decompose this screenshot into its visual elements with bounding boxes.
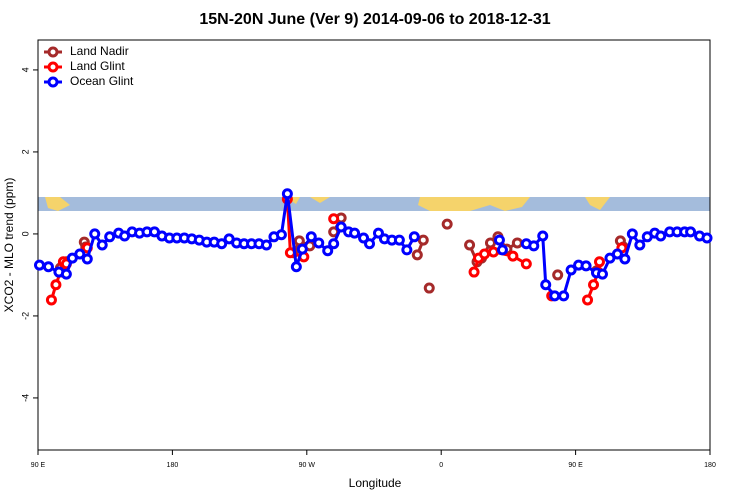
data-point — [487, 246, 499, 258]
data-point — [322, 245, 334, 257]
plot-frame — [37, 39, 711, 451]
y-tick-label: 4 — [20, 67, 30, 72]
data-point — [42, 261, 54, 273]
data-point — [540, 279, 552, 291]
data-point — [493, 234, 505, 246]
data-point — [33, 259, 45, 271]
legend-marker — [47, 76, 59, 88]
data-point — [582, 294, 594, 306]
x-tick-label: 180 — [704, 462, 716, 469]
data-point — [89, 228, 101, 240]
data-point — [364, 238, 376, 250]
data-point — [417, 234, 429, 246]
land-strip — [45, 197, 610, 211]
data-point — [96, 239, 108, 251]
chart-title: 15N-20N June (Ver 9) 2014-09-06 to 2018-… — [199, 11, 550, 28]
data-point — [549, 290, 561, 302]
data-point — [588, 279, 600, 291]
legend-label: Land Glint — [70, 59, 125, 73]
y-tick-label: -2 — [20, 312, 30, 320]
y-tick-label: -4 — [20, 394, 30, 402]
map-strip — [38, 197, 710, 211]
legend-marker — [47, 61, 59, 73]
data-point — [619, 253, 631, 265]
data-point — [565, 264, 577, 276]
data-point — [45, 294, 57, 306]
legend-label: Land Nadir — [70, 44, 129, 58]
data-point — [81, 253, 93, 265]
data-point — [593, 256, 605, 268]
data-point — [401, 244, 413, 256]
data-point — [349, 227, 361, 239]
data-point — [468, 266, 480, 278]
data-point — [611, 248, 623, 260]
data-point — [296, 243, 308, 255]
x-tick-label: 90 W — [299, 462, 316, 469]
data-point — [464, 239, 476, 251]
data-point — [104, 231, 116, 243]
data-point — [520, 258, 532, 270]
data-point — [313, 237, 325, 249]
data-point — [408, 231, 420, 243]
y-tick-label: 0 — [20, 231, 30, 236]
data-point — [537, 230, 549, 242]
y-tick-label: 2 — [20, 149, 30, 154]
data-point — [335, 221, 347, 233]
data-point — [552, 269, 564, 281]
data-point — [479, 248, 491, 260]
data-point — [685, 226, 697, 238]
data-point — [580, 260, 592, 272]
data-point — [305, 231, 317, 243]
data-point — [626, 228, 638, 240]
data-point — [634, 239, 646, 251]
legend-marker — [47, 46, 59, 58]
data-point — [60, 268, 72, 280]
x-tick-label: 90 E — [31, 462, 46, 469]
data-point — [50, 279, 62, 291]
x-tick-label: 90 E — [568, 462, 583, 469]
data-point — [74, 248, 86, 260]
data-point — [441, 218, 453, 230]
data-point — [558, 290, 570, 302]
data-point — [528, 240, 540, 252]
data-point — [596, 268, 608, 280]
data-point — [328, 238, 340, 250]
x-tick-label: 0 — [439, 462, 443, 469]
data-point — [423, 282, 435, 294]
data-point — [281, 188, 293, 200]
data-point — [511, 237, 523, 249]
data-point — [701, 232, 713, 244]
data-point — [496, 244, 508, 256]
legend-label: Ocean Glint — [70, 74, 134, 88]
x-axis-label: Longitude — [349, 476, 402, 490]
data-point — [260, 239, 272, 251]
y-axis-label: XCO2 - MLO trend (ppm) — [2, 178, 16, 313]
data-point — [655, 230, 667, 242]
data-point — [216, 238, 228, 250]
data-point — [275, 229, 287, 241]
data-point — [507, 250, 519, 262]
x-tick-label: 180 — [167, 462, 179, 469]
data-point — [411, 249, 423, 261]
data-point — [393, 234, 405, 246]
data-point — [328, 213, 340, 225]
data-point — [290, 261, 302, 273]
data-point — [484, 237, 496, 249]
ocean-strip — [38, 197, 710, 211]
